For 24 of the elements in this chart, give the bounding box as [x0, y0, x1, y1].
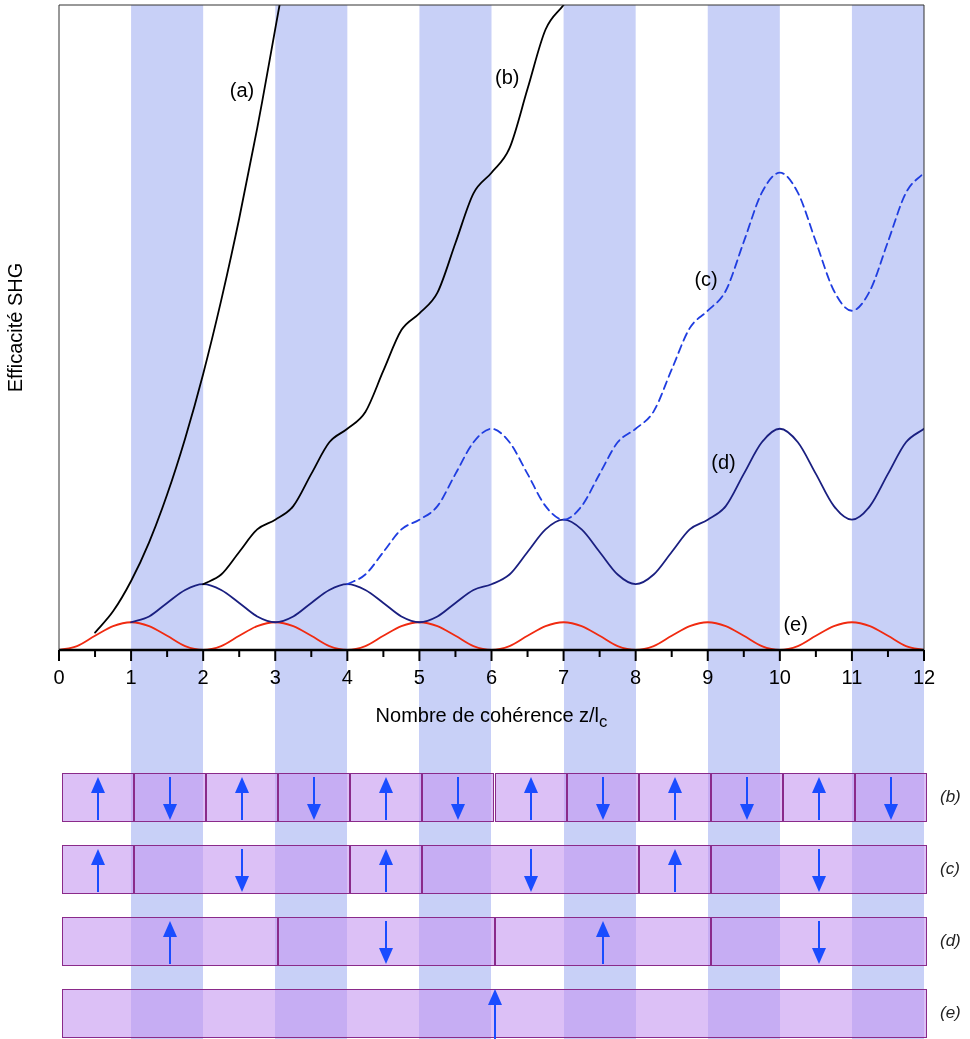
annotation: (b) [495, 66, 520, 89]
x-axis-title: Nombre de cohérence z/l$_{c}$ [374, 704, 609, 732]
x-tick-label: 9 [702, 665, 714, 688]
text: (b) [940, 787, 961, 807]
text: (e) [940, 1003, 961, 1023]
x-tick-label: 3 [269, 665, 281, 688]
x-tick-label: 10 [768, 665, 791, 688]
annotation: (d) [711, 451, 736, 474]
x-tick-label: 0 [53, 665, 65, 688]
x-tick-label: 2 [197, 665, 209, 688]
x-tick-label: 5 [413, 665, 425, 688]
x-tick-label: 7 [558, 665, 570, 688]
x-tick-label: 4 [341, 665, 353, 688]
x-tick-label: 6 [485, 665, 498, 688]
x-tick-label: 1 [125, 665, 137, 688]
x-tick-label: 8 [630, 665, 642, 688]
text: (c) [940, 859, 960, 879]
annotation: (e) [783, 613, 808, 636]
annotation: (a) [229, 78, 255, 101]
text: (d) [940, 931, 961, 951]
x-tick-label: 11 [841, 665, 863, 688]
y-axis-title: Efficacité SHG [3, 262, 26, 393]
x-tick-label: 12 [912, 665, 936, 688]
annotation: (c) [694, 268, 718, 291]
